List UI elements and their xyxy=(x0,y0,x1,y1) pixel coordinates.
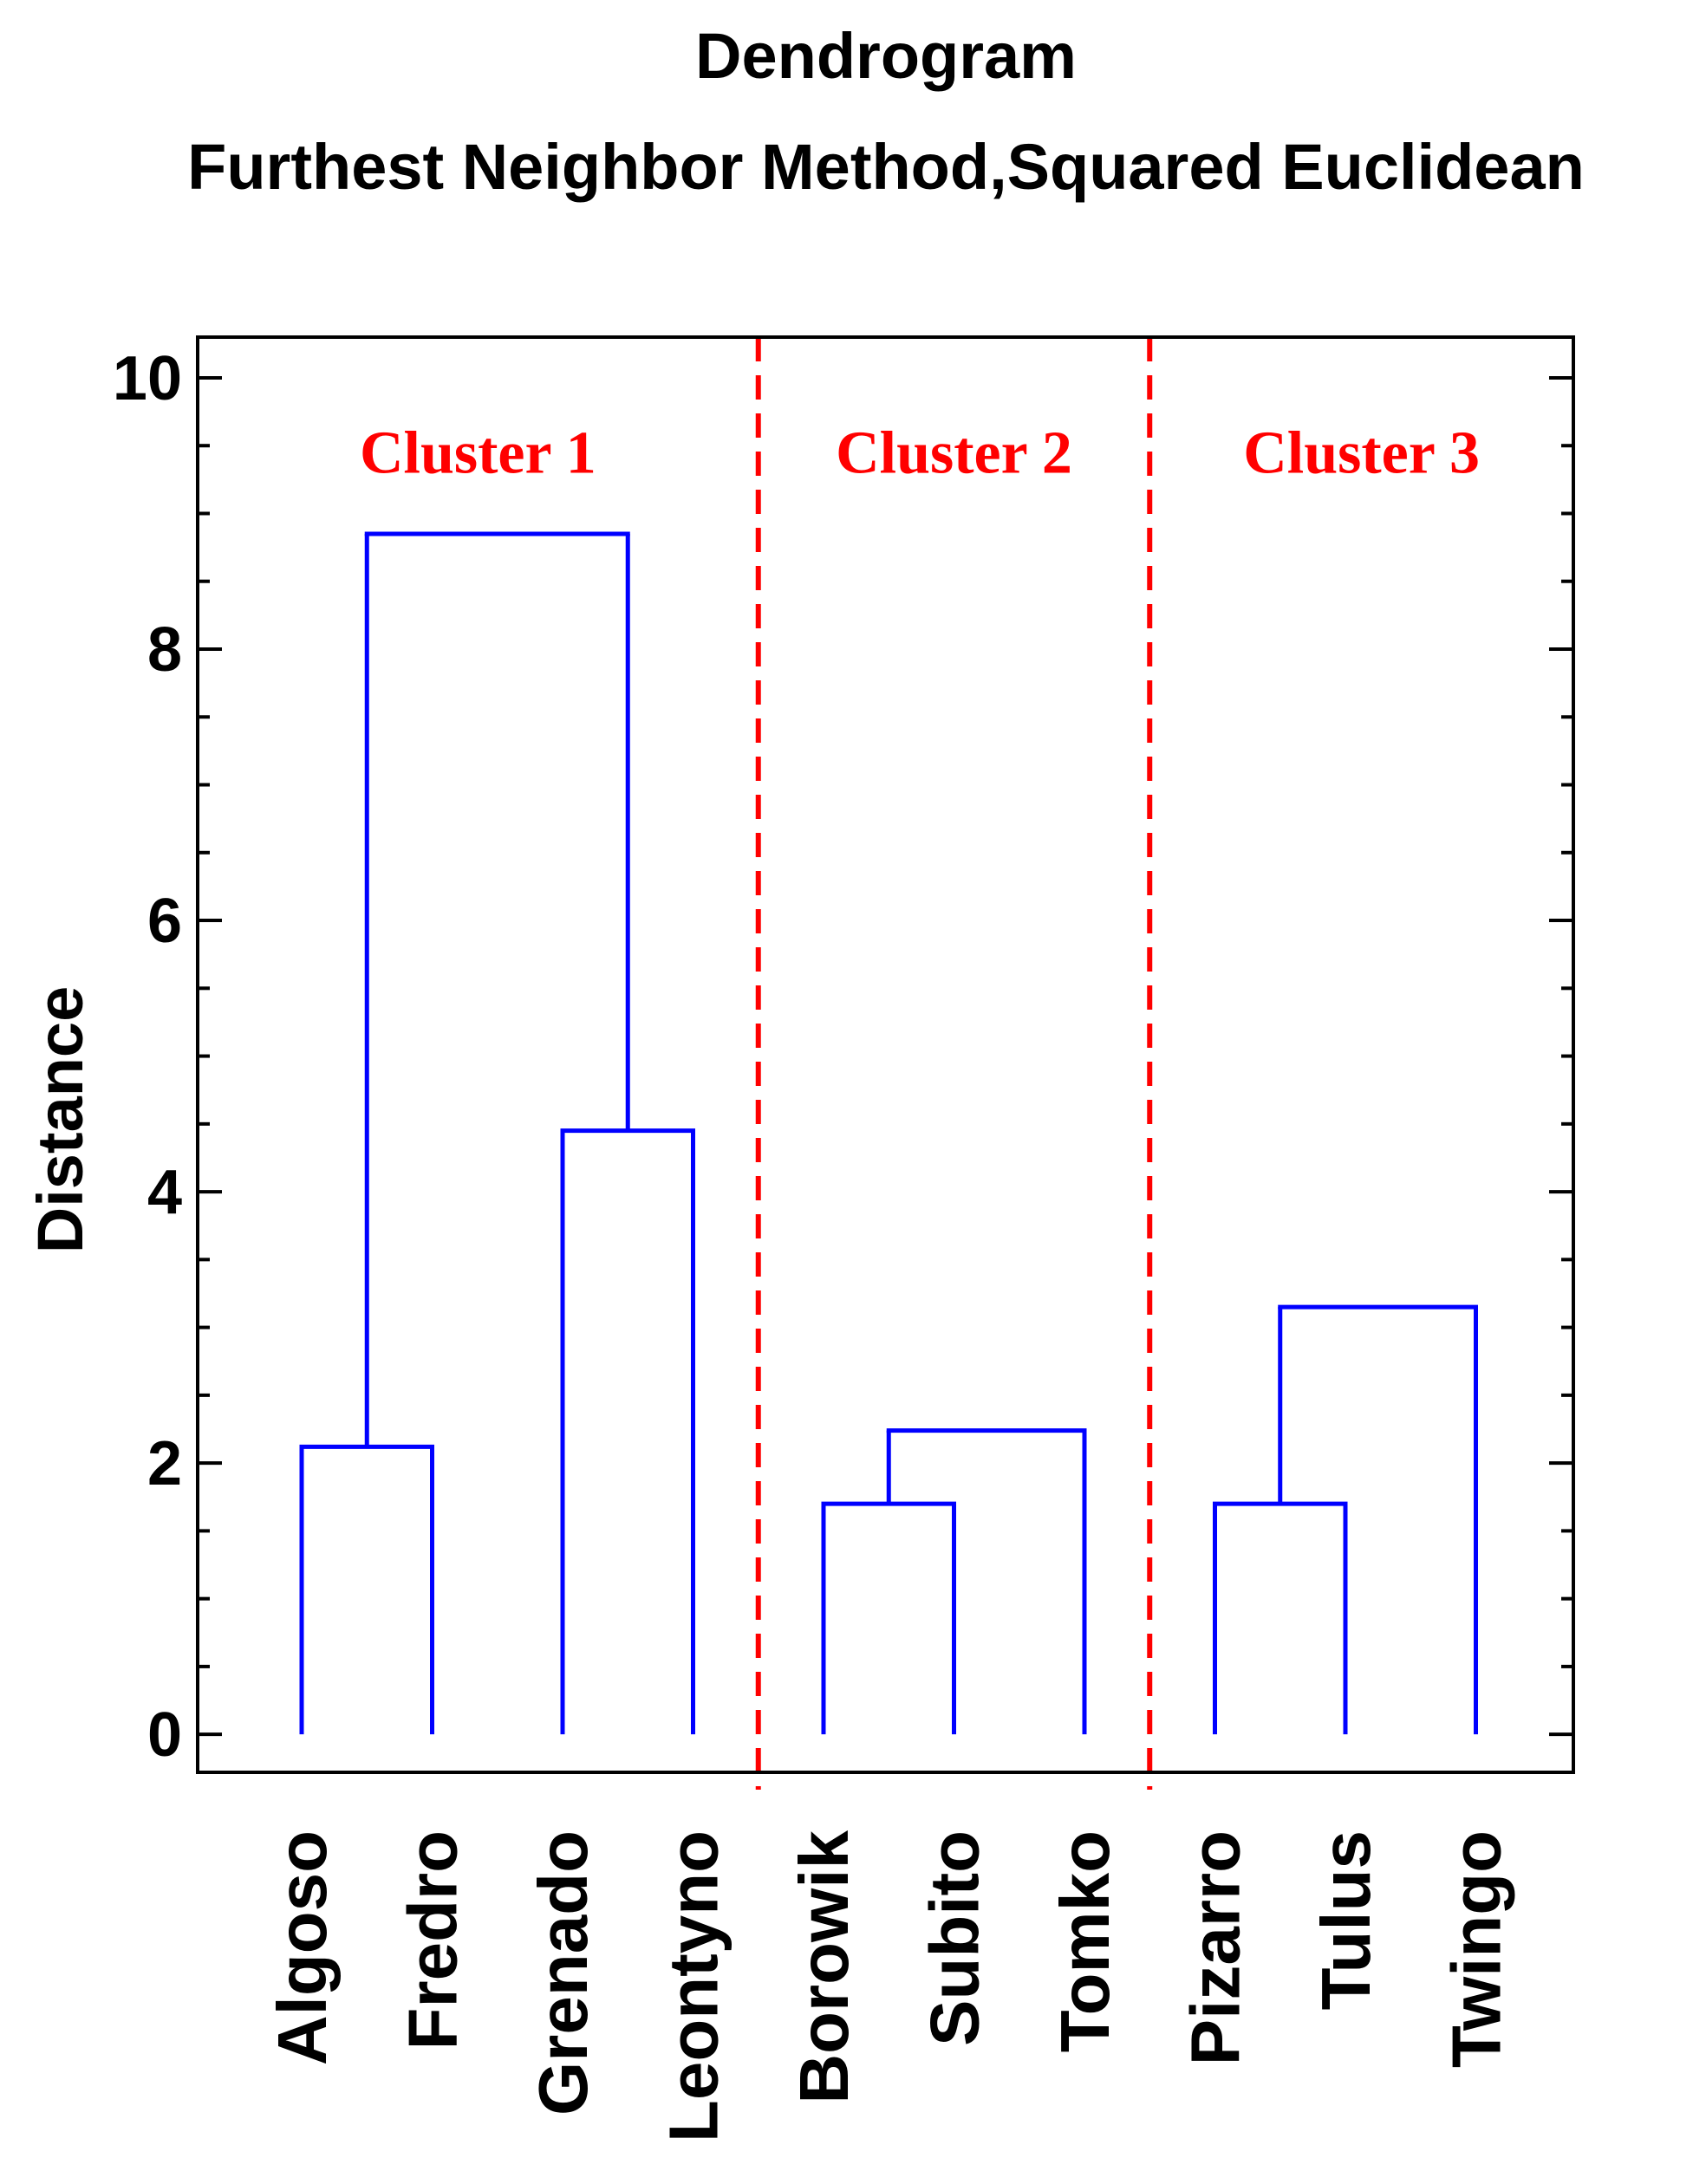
cluster-label: Cluster 1 xyxy=(360,420,596,487)
separator-layer xyxy=(755,337,1153,1790)
y-tick-label: 0 xyxy=(147,1700,182,1770)
cluster-label: Cluster 3 xyxy=(1243,420,1480,487)
chart-subtitle: Furthest Neighbor Method,Squared Euclide… xyxy=(187,131,1585,203)
leaf-label: Twingo xyxy=(1438,1830,1515,2068)
leaf-label: Subito xyxy=(916,1830,993,2046)
y-axis-label: Distance xyxy=(24,986,96,1253)
plot-frame xyxy=(196,335,1575,1774)
y-tick-label: 2 xyxy=(147,1429,182,1498)
branch-layer xyxy=(299,531,1478,1735)
cluster-label: Cluster 2 xyxy=(836,420,1072,487)
leaf-label: Leontyno xyxy=(655,1830,733,2142)
leaf-label: Pizarro xyxy=(1177,1830,1254,2065)
y-tick-label: 4 xyxy=(147,1158,182,1227)
leaf-label: Fredro xyxy=(394,1830,472,2050)
y-tick-label: 6 xyxy=(147,887,182,956)
chart-title: Dendrogram xyxy=(695,20,1077,92)
axis-layer: 0 2 4 6 8 10 xyxy=(113,335,1575,1774)
y-tick-label: 8 xyxy=(147,615,182,685)
leaf-label: Algoso xyxy=(264,1830,341,2065)
y-tick-label: 10 xyxy=(113,344,182,413)
leaf-label: Borowik xyxy=(785,1830,863,2104)
leaf-label: Grenado xyxy=(524,1830,602,2116)
leaf-label: Tomko xyxy=(1046,1830,1123,2052)
leaf-label: Tulus xyxy=(1307,1830,1384,2010)
label-layer: Algoso Fredro Grenado Leontyno Borowik Subito… xyxy=(264,420,1515,2142)
